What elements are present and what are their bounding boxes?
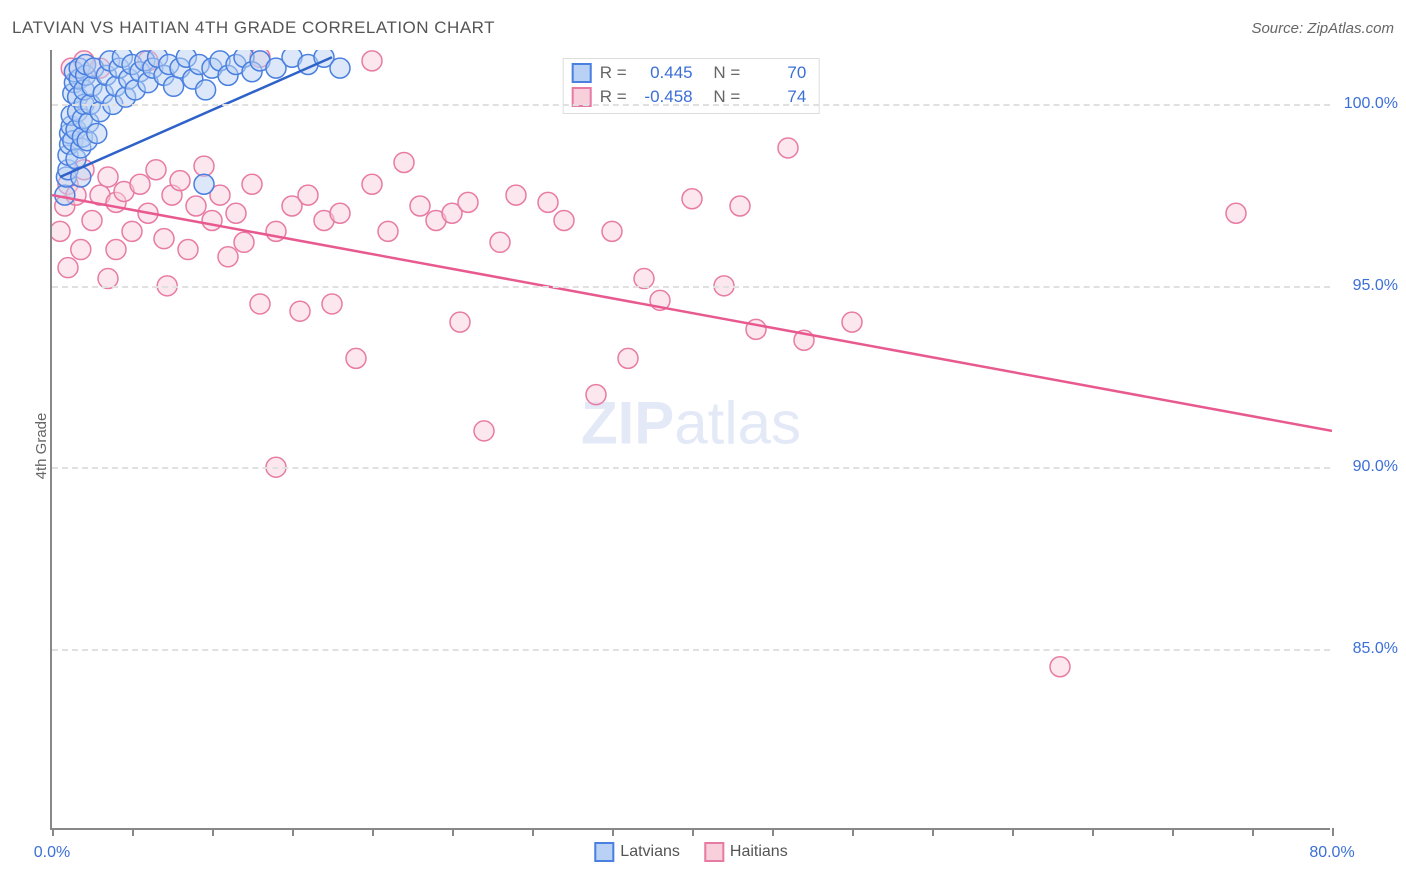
swatch-haitians-icon	[704, 842, 724, 862]
gridline	[52, 104, 1330, 106]
chart-title: LATVIAN VS HAITIAN 4TH GRADE CORRELATION…	[12, 18, 495, 38]
swatch-latvians-icon	[594, 842, 614, 862]
gridline	[52, 649, 1330, 651]
xtick	[772, 828, 774, 836]
xtick	[692, 828, 694, 836]
ytick-label: 90.0%	[1353, 458, 1398, 476]
source-label: Source: ZipAtlas.com	[1251, 20, 1394, 37]
xtick	[212, 828, 214, 836]
xtick	[1332, 828, 1334, 836]
xtick	[932, 828, 934, 836]
title-bar: LATVIAN VS HAITIAN 4TH GRADE CORRELATION…	[12, 18, 1394, 38]
legend-bottom: Latvians Haitians	[594, 842, 787, 862]
swatch-latvians	[572, 63, 592, 83]
gridline	[52, 467, 1330, 469]
ytick-label: 95.0%	[1353, 277, 1398, 295]
xtick	[1252, 828, 1254, 836]
xtick	[532, 828, 534, 836]
xtick	[852, 828, 854, 836]
xtick	[292, 828, 294, 836]
xtick	[52, 828, 54, 836]
xtick-label: 0.0%	[34, 844, 70, 862]
gridline	[52, 286, 1330, 288]
legend-item-haitians: Haitians	[704, 842, 788, 862]
scatter-svg	[52, 50, 1332, 830]
xtick	[612, 828, 614, 836]
legend-item-latvians: Latvians	[594, 842, 680, 862]
ytick-label: 85.0%	[1353, 640, 1398, 658]
xtick	[1012, 828, 1014, 836]
xtick	[1172, 828, 1174, 836]
xtick	[452, 828, 454, 836]
plot-area: ZIPatlas R = 0.445 N = 70 R = -0.458 N =…	[50, 50, 1330, 830]
stats-row-latvians: R = 0.445 N = 70	[572, 61, 807, 85]
xtick	[1092, 828, 1094, 836]
ytick-label: 100.0%	[1344, 95, 1398, 113]
y-axis-label: 4th Grade	[33, 413, 50, 480]
xtick-label: 80.0%	[1309, 844, 1354, 862]
xtick	[132, 828, 134, 836]
xtick	[372, 828, 374, 836]
